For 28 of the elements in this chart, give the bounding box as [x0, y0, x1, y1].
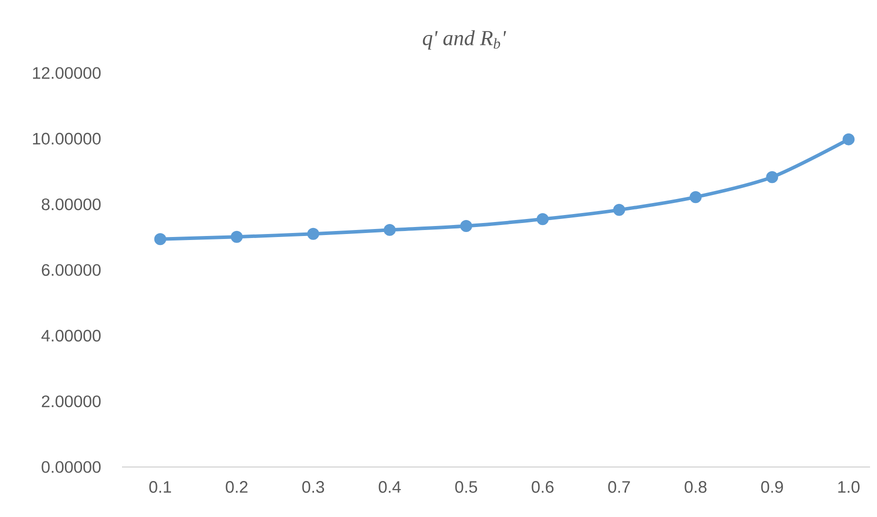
x-tick-label: 0.3 [302, 481, 324, 493]
point [536, 213, 549, 226]
y-tick-label: 10.00000 [33, 132, 101, 145]
x-tick-label: 0.2 [226, 481, 248, 493]
y-tick-label: 8.00000 [42, 198, 101, 210]
y-tick-label: 4.00000 [41, 330, 101, 342]
x-tick-label: 0.9 [761, 481, 783, 493]
point [460, 220, 472, 232]
y-tick-label: 6.00000 [42, 264, 101, 276]
point [842, 133, 855, 146]
point [690, 191, 702, 204]
x-tick-label: 0.6 [532, 481, 554, 493]
point [154, 233, 166, 246]
y-tick-label: 2.00000 [42, 395, 101, 408]
x-tick-label: 1.0 [838, 481, 860, 493]
chart-title: q' and R$_{b}$' [422, 30, 506, 50]
x-tick-label: 0.4 [378, 481, 401, 493]
x-tick-label: 0.5 [455, 481, 478, 493]
point [230, 230, 243, 243]
y-tick-label: 12.00000 [33, 67, 101, 79]
point [384, 224, 396, 236]
x-tick-label: 0.7 [608, 481, 630, 493]
x-tick-label: 0.1 [149, 481, 172, 493]
y-tick-label: 0.00000 [42, 461, 101, 473]
point [307, 228, 320, 240]
point [613, 204, 626, 216]
x-tick-label: 0.8 [684, 481, 707, 493]
point [766, 171, 778, 184]
